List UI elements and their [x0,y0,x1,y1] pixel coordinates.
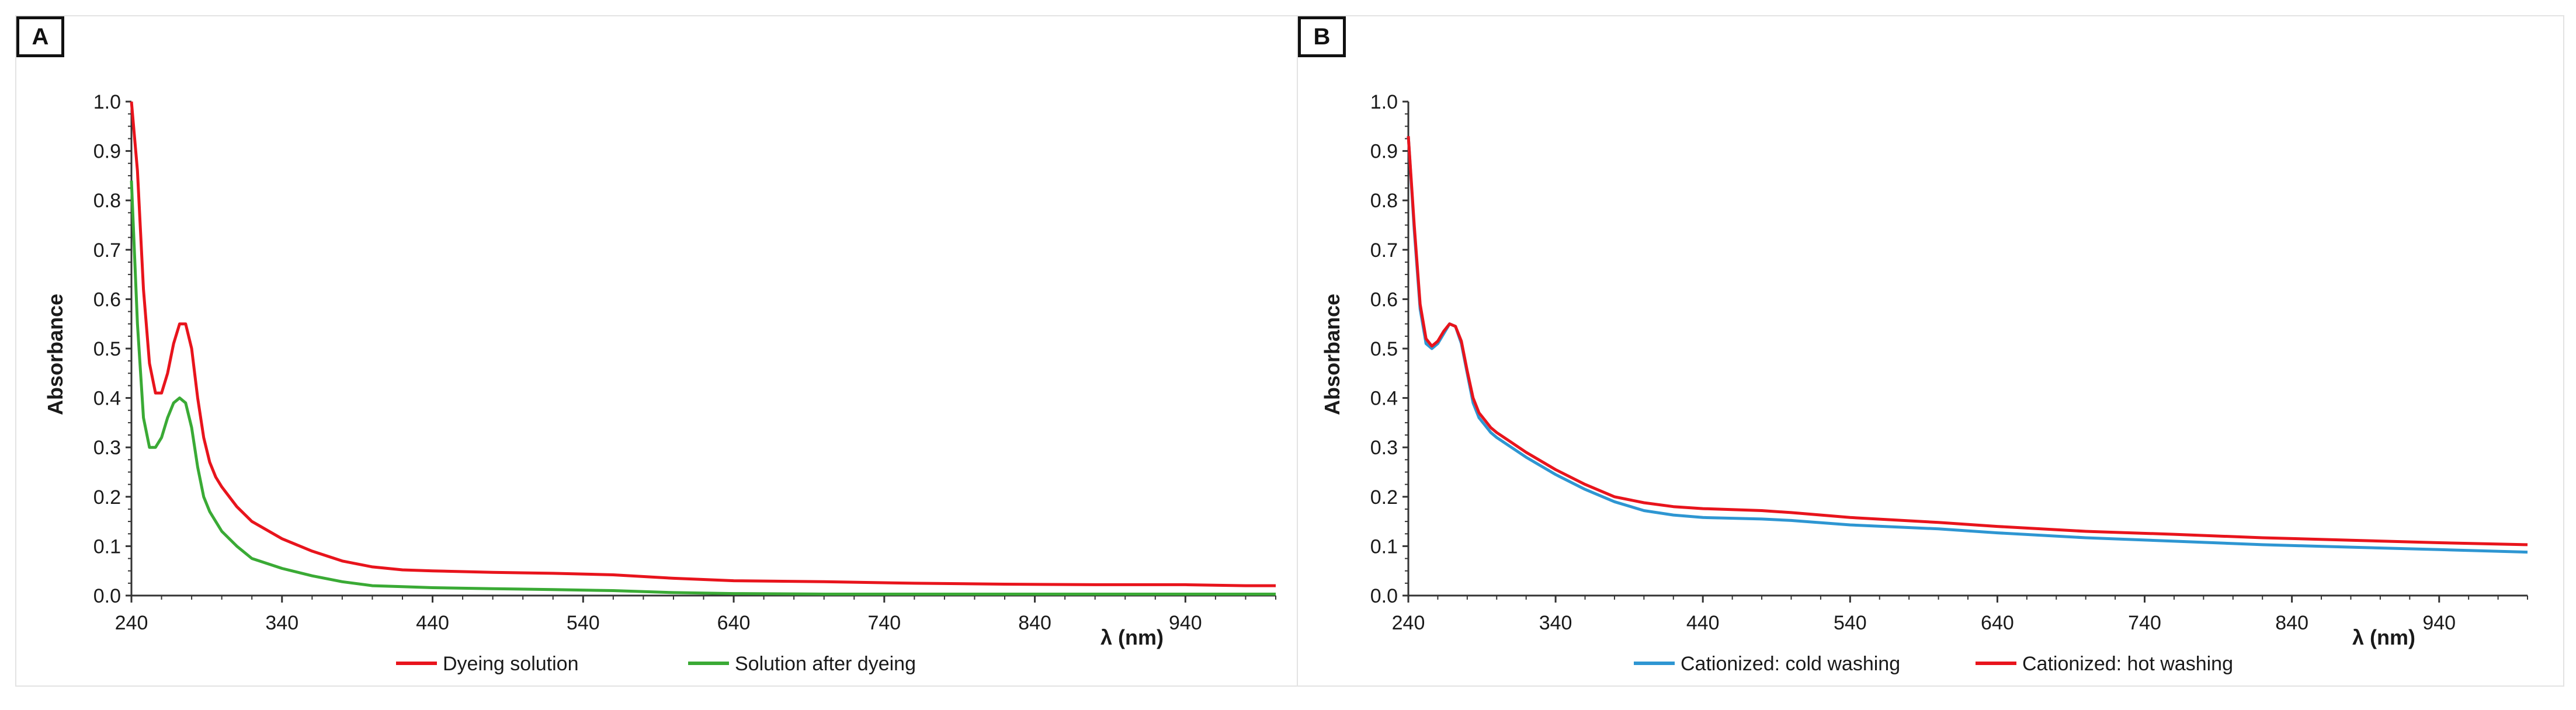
x-tick-label: 840 [2275,612,2308,634]
legend-label-1: Dyeing solution [443,653,578,675]
panel-a-letter: A [16,16,64,57]
y-tick-label: 0.8 [1370,190,1398,212]
panel-b-letter: B [1298,16,1346,57]
x-axis-title: λ (nm) [1100,625,1164,649]
series-line-2 [1407,136,2528,547]
legend-label-1: Cationized: cold washing [1681,653,1900,675]
x-tick-label: 240 [1392,612,1425,634]
x-tick-label: 440 [1686,612,1720,634]
legend-label-2: Solution after dyeing [735,653,916,675]
x-tick-label: 740 [2128,612,2161,634]
x-tick-label: 540 [1834,612,1867,634]
y-tick-label: 0.5 [93,338,121,360]
x-tick-label: 340 [1539,612,1572,634]
y-tick-label: 0.4 [93,388,121,410]
series-line-2 [130,180,1276,596]
y-tick-label: 0.1 [93,535,121,558]
panel-a: A 0.0 0.1 0.2 0.3 0.4 0.5 0.6 0.7 0.8 0.9 1.0 240 34… [15,15,1298,687]
y-tick-label: 0.9 [1370,141,1398,163]
y-tick-label: 0.0 [1370,585,1398,607]
y-tick-label: 0.6 [93,288,121,311]
x-tick-label: 840 [1018,612,1051,634]
series-line-1 [1407,136,2528,554]
y-tick-label: 0.6 [1370,288,1398,311]
y-tick-label: 0.4 [1370,388,1398,410]
x-axis-title: λ (nm) [2352,625,2415,649]
panel-b: B 0.0 0.1 0.2 0.3 0.4 0.5 0.6 0.7 0.8 0.9 1.0 240 34… [1297,15,2564,687]
y-tick-label: 1.0 [93,91,121,113]
y-axis-title: Absorbance [43,294,67,415]
x-tick-label: 940 [1169,612,1202,634]
x-tick-label: 340 [265,612,298,634]
x-tick-label: 440 [416,612,449,634]
y-tick-label: 0.3 [1370,437,1398,459]
x-tick-label: 740 [867,612,901,634]
y-tick-label: 0.8 [93,190,121,212]
y-tick-label: 0.9 [93,141,121,163]
series-line-1 [130,101,1276,587]
y-axis-title: Absorbance [1320,294,1344,415]
y-tick-label: 0.5 [1370,338,1398,360]
y-tick-label: 0.7 [93,239,121,262]
y-tick-label: 0.1 [1370,535,1398,558]
y-tick-label: 0.7 [1370,239,1398,262]
x-tick-label: 640 [1981,612,2014,634]
x-tick-label: 540 [567,612,600,634]
chart-a: 0.0 0.1 0.2 0.3 0.4 0.5 0.6 0.7 0.8 0.9 1.0 240 340 4… [43,91,1276,675]
y-tick-label: 0.0 [93,585,121,607]
legend-label-2: Cationized: hot washing [2022,653,2233,675]
y-tick-label: 0.2 [93,486,121,509]
y-tick-label: 0.3 [93,437,121,459]
chart-b: 0.0 0.1 0.2 0.3 0.4 0.5 0.6 0.7 0.8 0.9 1.0 240 340 4… [1320,91,2528,675]
y-tick-label: 0.2 [1370,486,1398,509]
x-tick-label: 640 [717,612,751,634]
x-tick-label: 240 [115,612,148,634]
y-tick-label: 1.0 [1370,91,1398,113]
x-tick-label: 940 [2422,612,2456,634]
